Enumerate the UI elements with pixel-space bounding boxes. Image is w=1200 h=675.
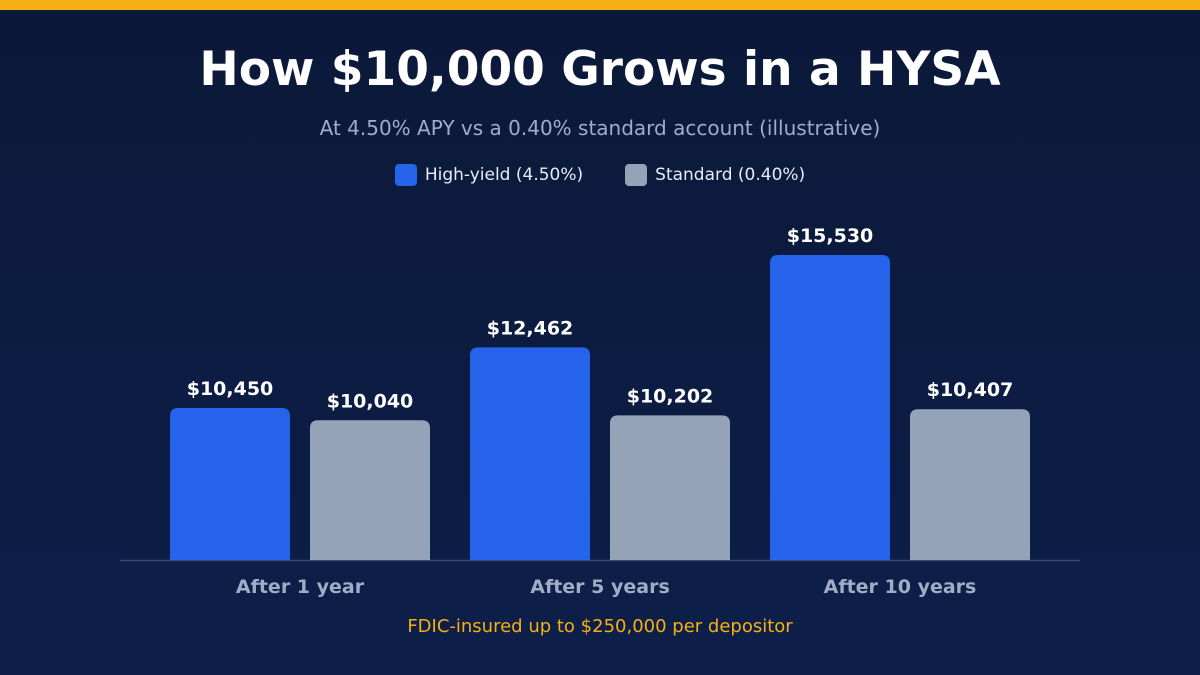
data-label-high-yield-1: $12,462 [487, 317, 574, 339]
legend-label-standard: Standard (0.40%) [655, 165, 806, 185]
x-tick-label-1: After 5 years [530, 576, 670, 598]
chart-subtitle: At 4.50% APY vs a 0.40% standard account… [319, 116, 881, 140]
data-label-high-yield-2: $15,530 [787, 225, 874, 247]
x-tick-label-0: After 1 year [236, 576, 365, 598]
bar-standard-2 [910, 409, 1030, 560]
footnote: FDIC-insured up to $250,000 per deposito… [407, 616, 793, 637]
data-label-high-yield-0: $10,450 [187, 378, 274, 400]
chart-legend: High-yield (4.50%) Standard (0.40%) [0, 163, 1200, 187]
data-label-standard-0: $10,040 [327, 390, 414, 412]
top-accent-bar [0, 0, 1200, 10]
legend-label-high-yield: High-yield (4.50%) [424, 165, 584, 185]
bar-high-yield-0 [170, 407, 290, 560]
data-label-standard-1: $10,202 [627, 385, 714, 407]
legend-item-high-yield: High-yield (4.50%) [394, 163, 584, 187]
legend-swatch-high-yield [394, 164, 417, 186]
bar-high-yield-2 [770, 255, 890, 560]
legend-item-standard: Standard (0.40%) [625, 163, 805, 187]
chart-title: How $10,000 Grows in a HYSA [199, 42, 1001, 97]
bar-standard-1 [610, 415, 730, 560]
x-tick-label-2: After 10 years [824, 576, 977, 598]
data-label-standard-2: $10,407 [927, 379, 1014, 401]
bar-high-yield-1 [470, 347, 590, 560]
legend-swatch-standard [625, 164, 648, 186]
bar-standard-0 [310, 420, 430, 560]
